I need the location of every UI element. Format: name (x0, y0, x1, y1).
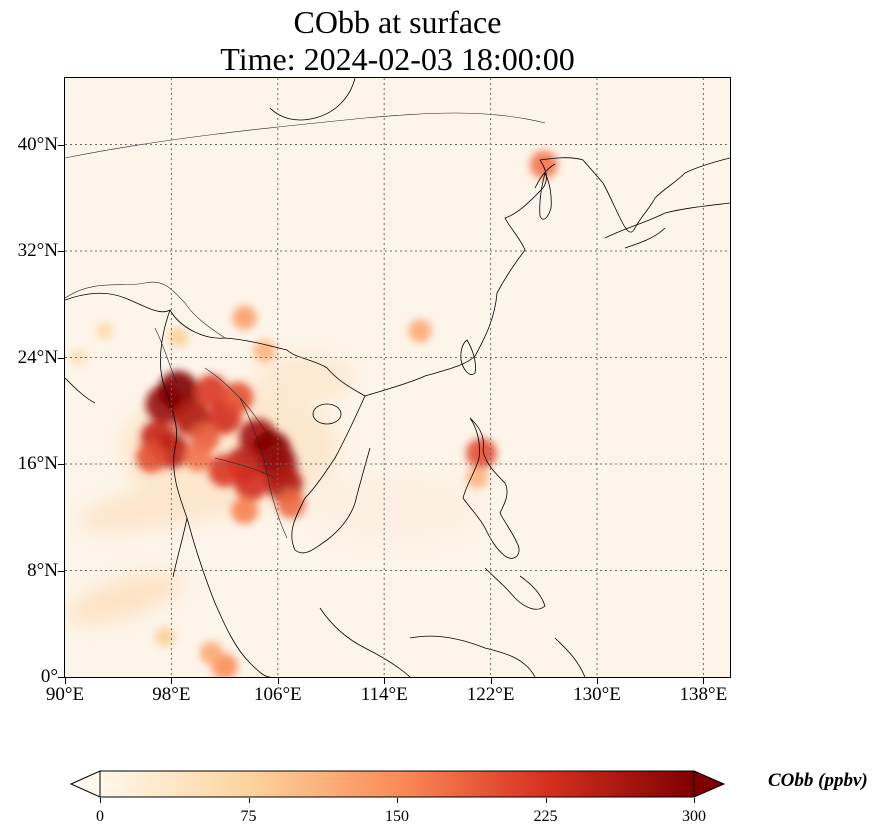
fire-hotspot (155, 627, 175, 647)
fire-hotspot (195, 374, 228, 408)
longitude-tick-mark (65, 678, 66, 684)
colorbar-tick-label: 300 (682, 808, 706, 825)
colorbar-gradient (99, 770, 695, 798)
emission-hotspots (69, 150, 558, 677)
country-borders (65, 112, 546, 539)
fire-hotspot (465, 438, 497, 469)
fire-hotspot (231, 497, 259, 525)
latitude-tick-mark (58, 357, 64, 359)
fire-hotspot (222, 382, 254, 413)
longitude-tick-label: 138°E (679, 684, 728, 705)
colorbar-tick-label: 150 (385, 808, 409, 825)
latitude-tick-mark (58, 677, 64, 678)
fire-hotspot (253, 339, 276, 363)
fire-hotspot (199, 641, 223, 665)
fire-hotspot (136, 442, 167, 473)
longitude-tick-label: 114°E (360, 684, 408, 705)
map-canvas (65, 78, 730, 677)
latitude-tick-label: 24°N (17, 346, 58, 368)
fire-hotspot (408, 319, 432, 343)
colorbar-tick-mark (694, 798, 695, 803)
longitude-tick-mark (171, 678, 173, 684)
fire-hotspot (234, 467, 268, 501)
latitude-tick-label: 40°N (17, 133, 58, 155)
fire-hotspot (69, 349, 87, 366)
fire-hotspot (276, 489, 306, 519)
graticule (65, 78, 730, 677)
longitude-tick-label: 106°E (253, 684, 302, 705)
longitude-tick-label: 130°E (573, 684, 621, 705)
latitude-tick-mark (58, 144, 64, 146)
longitude-tick-label: 122°E (466, 684, 515, 705)
map-timestamp: Time: 2024-02-03 18:00:00 (220, 41, 575, 77)
fire-hotspot (168, 327, 188, 348)
coastlines (65, 78, 730, 677)
latitude-tick-mark (58, 464, 64, 466)
latitude-tick-mark (58, 570, 64, 572)
longitude-tick-mark (597, 678, 598, 684)
longitude-tick-mark (490, 678, 492, 684)
latitude-tick-label: 0° (40, 666, 58, 687)
longitude-tick-label: 90°E (45, 684, 85, 705)
longitude-tick-mark (277, 678, 279, 684)
colorbar-extend-high (693, 770, 726, 798)
fire-hotspot (232, 305, 257, 330)
map-title: CObb at surface (293, 4, 502, 40)
latitude-tick-label: 16°N (17, 453, 58, 475)
colorbar-tick-mark (397, 798, 398, 803)
colorbar-tick-mark (545, 798, 547, 803)
map-panel (64, 77, 731, 678)
longitude-tick-mark (703, 678, 705, 684)
fire-hotspot (466, 466, 489, 489)
latitude-tick-label: 8°N (27, 559, 58, 581)
fire-hotspot (96, 322, 114, 340)
colorbar-tick-label: 225 (533, 808, 558, 825)
latitude-tick-label: 32°N (17, 240, 58, 262)
colorbar-extend-low (70, 770, 101, 798)
longitude-tick-label: 98°E (152, 684, 191, 705)
colorbar-label: CObb (ppbv) (768, 770, 868, 791)
fire-hotspot (184, 443, 212, 472)
colorbar-tick-label: 0 (96, 808, 104, 825)
colorbar (70, 770, 726, 798)
longitude-tick-mark (384, 678, 386, 684)
latitude-tick-mark (58, 251, 64, 253)
colorbar-tick-label: 75 (240, 808, 257, 825)
colorbar-tick-mark (100, 798, 101, 803)
colorbar-tick-mark (248, 798, 250, 803)
fire-hotspot (529, 150, 558, 179)
